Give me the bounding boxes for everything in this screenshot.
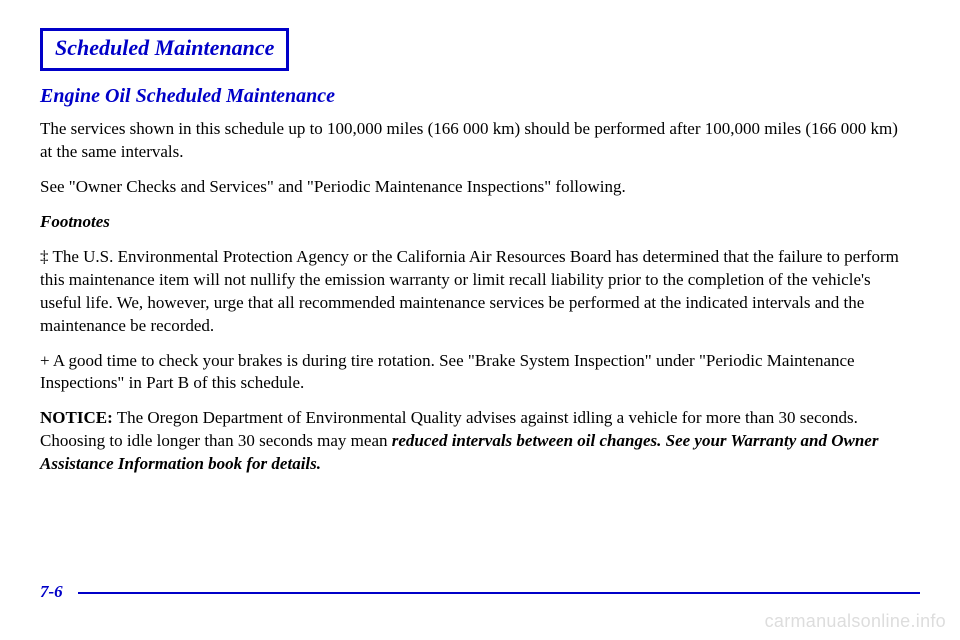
- footnote-2-text: A good time to check your brakes is duri…: [40, 351, 855, 393]
- scheduled-maintenance-header: Scheduled Maintenance: [55, 35, 274, 60]
- footnote-1: ‡ The U.S. Environmental Protection Agen…: [40, 246, 910, 338]
- footnote-1-text: The U.S. Environmental Protection Agency…: [40, 247, 899, 335]
- footnotes-heading: Footnotes: [40, 211, 910, 234]
- notice-label: NOTICE:: [40, 408, 113, 427]
- footnote-1-symbol: ‡: [40, 247, 49, 266]
- page-number: 7-6: [40, 582, 63, 602]
- intro-paragraph-2: See "Owner Checks and Services" and "Per…: [40, 176, 910, 199]
- footer-rule: [78, 592, 920, 594]
- footnote-2-symbol: +: [40, 351, 50, 370]
- scheduled-maintenance-header-box: Scheduled Maintenance: [40, 28, 289, 71]
- footnotes-label: Footnotes: [40, 212, 110, 231]
- footnote-2: + A good time to check your brakes is du…: [40, 350, 910, 396]
- notice-block: NOTICE: The Oregon Department of Environ…: [40, 407, 920, 476]
- notice-paragraph: NOTICE: The Oregon Department of Environ…: [40, 407, 910, 476]
- engine-oil-subheader: Engine Oil Scheduled Maintenance: [40, 85, 920, 108]
- intro-paragraph-1: The services shown in this schedule up t…: [40, 118, 910, 164]
- manual-page: Scheduled Maintenance Engine Oil Schedul…: [0, 0, 960, 640]
- watermark: carmanualsonline.info: [765, 611, 946, 632]
